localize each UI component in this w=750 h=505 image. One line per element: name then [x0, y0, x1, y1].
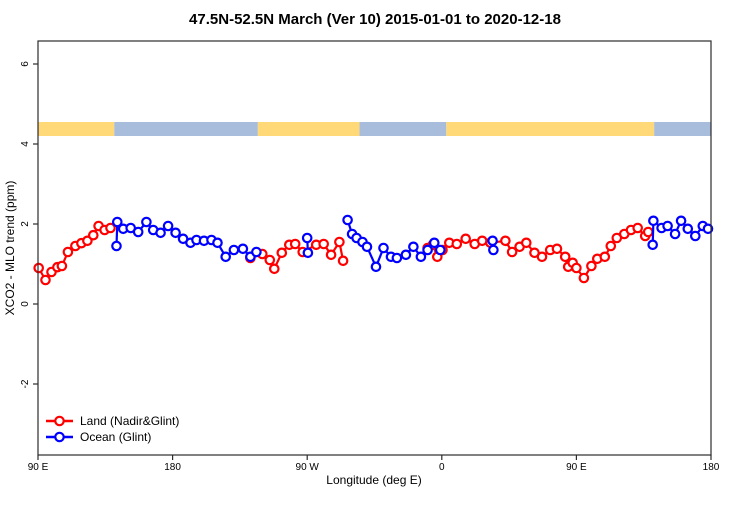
data-point-marker	[237, 243, 249, 255]
data-point-marker	[689, 230, 701, 242]
data-point-marker	[662, 220, 673, 232]
data-point-marker	[325, 249, 337, 261]
data-point-marker	[571, 262, 582, 274]
legend: Land (Nadir&Glint) Ocean (Glint)	[46, 414, 179, 444]
data-point-marker	[334, 236, 345, 248]
data-point-marker	[669, 228, 681, 240]
data-point-marker	[342, 214, 353, 226]
x-tick-label: 90 E	[28, 462, 49, 473]
data-point-marker	[40, 274, 51, 286]
surface-type-band	[38, 122, 711, 136]
band-segment-ocean	[654, 122, 711, 136]
data-point-marker	[56, 260, 68, 272]
y-tick-label: 6	[20, 61, 31, 67]
data-point-marker	[268, 263, 280, 275]
data-point-marker	[318, 238, 329, 250]
series-land	[33, 220, 654, 286]
data-point-marker	[33, 262, 44, 274]
data-point-marker	[391, 252, 403, 264]
legend-ocean-marker-icon	[54, 431, 65, 443]
data-point-marker	[500, 235, 511, 247]
data-point-marker	[488, 244, 499, 256]
legend-land-label: Land (Nadir&Glint)	[80, 414, 179, 428]
data-point-marker	[605, 240, 617, 252]
x-axis-label: Longitude (deg E)	[326, 473, 421, 487]
data-point-marker	[578, 272, 590, 284]
axis-ticks-layer: 90 E 180 90 W 0 90 E 180 -2 0 2 4 6	[20, 61, 720, 473]
data-point-marker	[276, 247, 288, 259]
band-segment-land	[38, 122, 115, 136]
data-point-marker	[476, 235, 488, 247]
data-point-marker	[647, 239, 658, 251]
data-point-marker	[88, 229, 99, 241]
data-point-marker	[415, 251, 427, 263]
data-point-marker	[228, 244, 240, 256]
data-point-marker	[264, 254, 276, 266]
x-tick-label: 90 E	[566, 462, 587, 473]
band-segment-land	[446, 122, 655, 136]
data-point-marker	[361, 241, 373, 253]
data-point-marker	[408, 241, 419, 253]
data-point-marker	[378, 242, 389, 254]
data-point-marker	[451, 238, 463, 250]
x-tick-label: 180	[703, 462, 720, 473]
data-point-marker	[487, 235, 498, 247]
series-ocean	[111, 214, 714, 273]
legend-land-marker-icon	[54, 415, 65, 427]
y-axis-label: XCO2 - MLO trend (ppm)	[3, 181, 17, 316]
data-point-marker	[422, 244, 433, 256]
y-tick-label: 0	[20, 301, 31, 307]
data-point-marker	[141, 216, 152, 228]
legend-ocean-label: Ocean (Glint)	[80, 430, 151, 444]
data-point-marker	[155, 227, 166, 239]
data-point-marker	[251, 246, 262, 258]
data-point-marker	[289, 238, 301, 250]
data-point-marker	[536, 251, 548, 263]
data-point-marker	[62, 246, 74, 258]
y-tick-label: -2	[20, 379, 31, 388]
data-point-marker	[506, 246, 518, 258]
y-tick-label: 2	[20, 221, 31, 227]
data-point-marker	[551, 243, 563, 255]
data-point-marker	[586, 260, 597, 272]
data-point-marker	[220, 251, 231, 263]
band-segment-ocean	[359, 122, 447, 136]
data-point-marker	[682, 223, 694, 235]
data-point-marker	[460, 233, 471, 245]
data-point-marker	[302, 247, 314, 259]
data-point-marker	[132, 226, 144, 238]
x-tick-label: 0	[439, 462, 445, 473]
y-tick-label: 4	[20, 141, 31, 147]
data-point-marker	[599, 251, 611, 263]
data-point-marker	[520, 237, 532, 249]
data-point-marker	[112, 216, 123, 228]
data-series-layer	[33, 214, 714, 286]
data-point-marker	[337, 255, 349, 267]
band-segment-ocean	[114, 122, 258, 136]
data-point-marker	[632, 222, 643, 234]
series-polyline	[651, 219, 709, 245]
data-point-marker	[642, 226, 654, 238]
data-point-marker	[111, 240, 122, 252]
data-point-marker	[400, 249, 412, 261]
data-point-marker	[434, 244, 446, 256]
plot-border	[37, 40, 712, 456]
data-point-marker	[675, 215, 687, 227]
data-point-marker	[105, 222, 116, 234]
x-tick-label: 90 W	[296, 462, 320, 473]
data-point-marker	[301, 232, 313, 244]
data-point-marker	[428, 237, 440, 249]
chart-title: 47.5N-52.5N March (Ver 10) 2015-01-01 to…	[189, 11, 561, 28]
data-point-marker	[370, 261, 382, 273]
data-point-marker	[559, 251, 571, 263]
data-point-marker	[648, 215, 659, 227]
band-segment-land	[257, 122, 360, 136]
data-point-marker	[162, 220, 174, 232]
data-point-marker	[212, 237, 223, 249]
data-point-marker	[702, 223, 714, 235]
data-point-marker	[170, 227, 181, 239]
x-tick-label: 180	[164, 462, 181, 473]
